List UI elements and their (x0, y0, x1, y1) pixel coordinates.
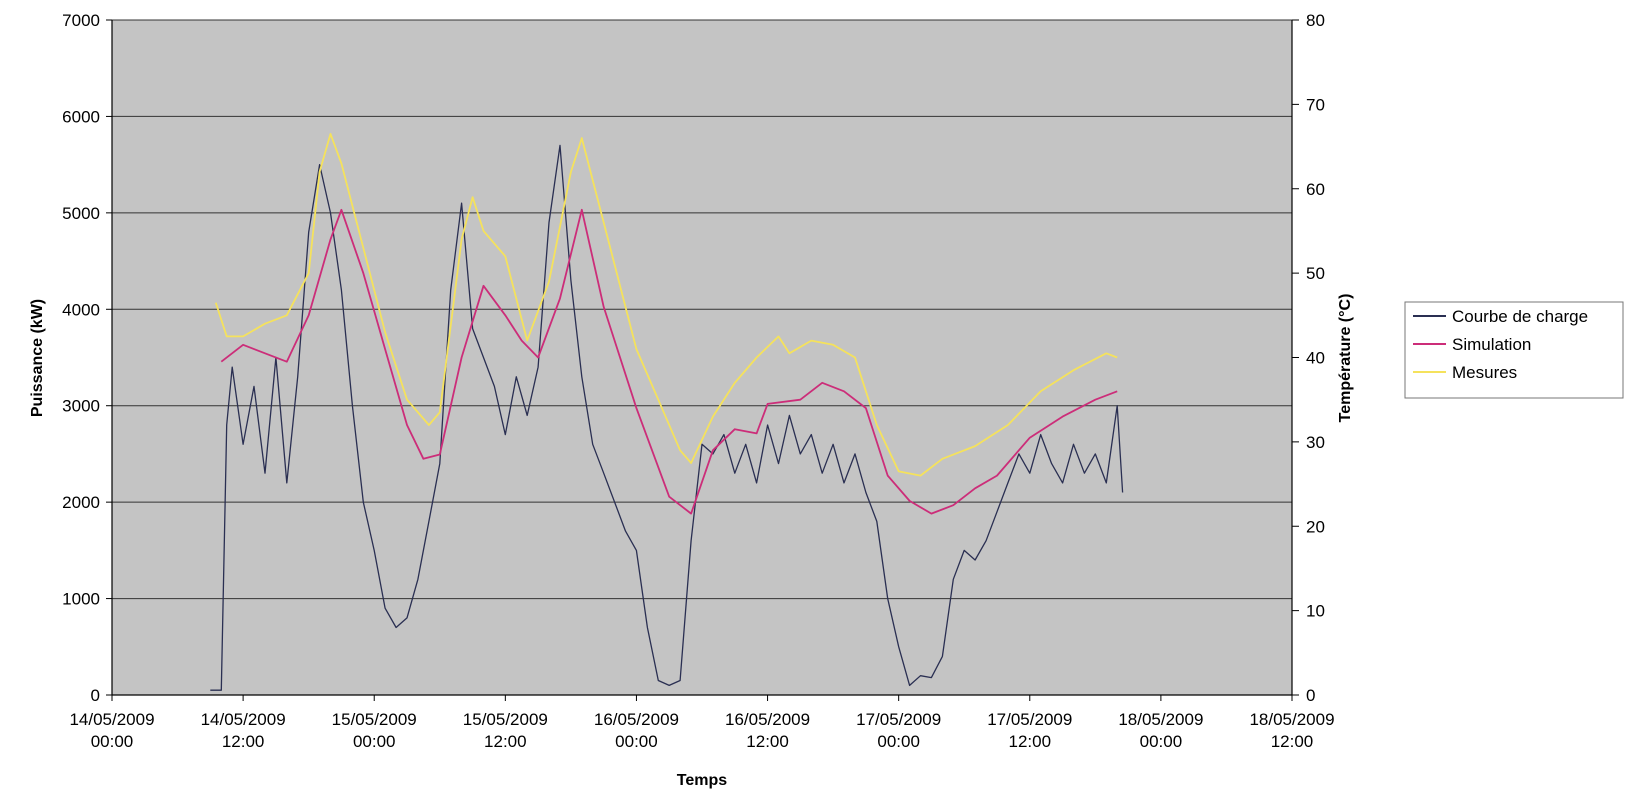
legend-label: Simulation (1452, 335, 1531, 354)
x-tick-label-time: 12:00 (1009, 732, 1052, 751)
x-tick-label-date: 16/05/2009 (594, 710, 679, 729)
y2-axis-title: Température (°C) (1337, 294, 1354, 423)
x-tick-label-time: 00:00 (1140, 732, 1183, 751)
y-tick-label: 3000 (62, 397, 100, 416)
y2-tick-label: 30 (1306, 433, 1325, 452)
legend-label: Courbe de charge (1452, 307, 1588, 326)
gridlines (112, 19, 1292, 600)
x-axis-title: Temps (677, 772, 727, 789)
y-axis-title: Puissance (kW) (29, 299, 46, 417)
x-tick-label-time: 00:00 (615, 732, 658, 751)
y-tick-label: 2000 (62, 493, 100, 512)
y-tick-label: 5000 (62, 204, 100, 223)
y2-tick-label: 20 (1306, 517, 1325, 536)
x-tick-label-date: 18/05/2009 (1249, 710, 1334, 729)
y2-tick-label: 0 (1306, 686, 1315, 705)
x-tick-label-date: 16/05/2009 (725, 710, 810, 729)
x-tick-label-date: 14/05/2009 (69, 710, 154, 729)
y2-tick-label: 40 (1306, 349, 1325, 368)
y2-tick-label: 10 (1306, 602, 1325, 621)
x-tick-label-time: 00:00 (877, 732, 920, 751)
y2-tick-label: 50 (1306, 264, 1325, 283)
y2-tick-label: 70 (1306, 95, 1325, 114)
series-line-courbe-de-charge (210, 144, 1124, 691)
legend: Courbe de charge Simulation Mesures (1404, 301, 1624, 399)
x-tick-label-date: 15/05/2009 (463, 710, 548, 729)
y-tick-label: 7000 (62, 11, 100, 30)
y-tick-label: 0 (91, 686, 100, 705)
y-tick-label: 6000 (62, 107, 100, 126)
y-tick-label: 4000 (62, 300, 100, 319)
series-line-simulation (220, 208, 1118, 515)
y2-tick-label: 80 (1306, 11, 1325, 30)
x-tick-label-time: 12:00 (222, 732, 265, 751)
legend-box (1404, 301, 1624, 399)
x-tick-label-time: 12:00 (746, 732, 789, 751)
series-layer (210, 132, 1124, 691)
x-tick-label-time: 12:00 (484, 732, 527, 751)
y2-tick-label: 60 (1306, 180, 1325, 199)
x-tick-label-date: 15/05/2009 (332, 710, 417, 729)
y-tick-label: 1000 (62, 590, 100, 609)
x-tick-label-time: 00:00 (353, 732, 396, 751)
axis-ticks: 0 1000 2000 3000 4000 5000 6000 7000 0 10 20 30 40 50… (62, 11, 1334, 751)
x-tick-label-date: 14/05/2009 (201, 710, 286, 729)
x-tick-label-time: 12:00 (1271, 732, 1314, 751)
legend-label: Mesures (1452, 363, 1517, 382)
x-tick-label-time: 00:00 (91, 732, 134, 751)
series-line-mesures (214, 132, 1118, 477)
x-tick-label-date: 17/05/2009 (987, 710, 1072, 729)
plot-area (112, 20, 1292, 695)
x-tick-label-date: 18/05/2009 (1118, 710, 1203, 729)
x-tick-label-date: 17/05/2009 (856, 710, 941, 729)
